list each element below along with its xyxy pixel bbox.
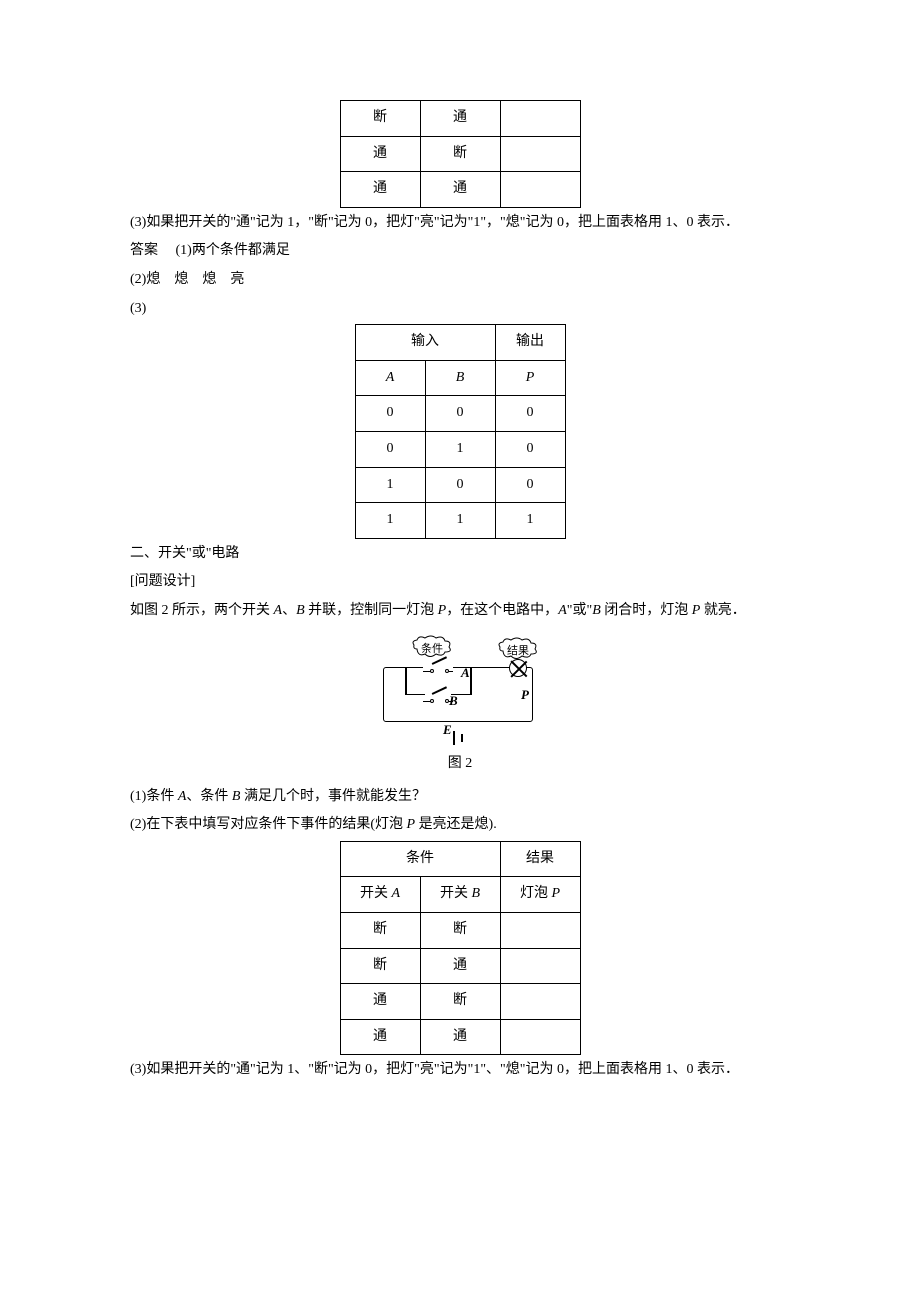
cell: 通 <box>420 172 500 208</box>
answer-1-text: (1)两个条件都满足 <box>176 243 290 258</box>
answer-line-1: 答案 (1)两个条件都满足 <box>130 238 790 265</box>
section-2-desc: 如图 2 所示，两个开关 A、B 并联，控制同一灯泡 P，在这个电路中，A"或"… <box>130 598 790 625</box>
answer-2: (2)熄 熄 熄 亮 <box>130 267 790 294</box>
cell: 通 <box>420 1019 500 1055</box>
figure-caption: 图 2 <box>130 751 790 778</box>
question-2: (2)在下表中填写对应条件下事件的结果(灯泡 P 是亮还是熄). <box>130 812 790 839</box>
cell <box>500 948 580 984</box>
cell: 通 <box>420 101 500 137</box>
cell: 通 <box>420 948 500 984</box>
header-output: 输出 <box>495 325 565 361</box>
cell: 通 <box>340 172 420 208</box>
partial-table-1: 断 通 通 断 通 通 <box>340 100 581 208</box>
cell <box>500 101 580 137</box>
label-B: B <box>449 689 458 714</box>
cell: 1 <box>355 467 425 503</box>
header-switch-B: 开关 B <box>420 877 500 913</box>
cell: 0 <box>495 431 565 467</box>
cell: 0 <box>495 396 565 432</box>
label-E: E <box>443 718 452 743</box>
cell: 通 <box>340 136 420 172</box>
header-result: 结果 <box>500 841 580 877</box>
question-3a: (3)如果把开关的"通"记为 1，"断"记为 0，把灯"亮"记为"1"，"熄"记… <box>130 210 790 237</box>
cell: 0 <box>425 396 495 432</box>
cell: 断 <box>340 913 420 949</box>
cell: 0 <box>495 467 565 503</box>
circuit-diagram: 条件 结果 A B P E 图 2 <box>130 639 790 778</box>
cell <box>500 1019 580 1055</box>
header-input: 输入 <box>355 325 495 361</box>
section-2-sub: [问题设计] <box>130 569 790 596</box>
cell: 断 <box>340 948 420 984</box>
section-2-title: 二、开关"或"电路 <box>130 541 790 568</box>
cell: 断 <box>420 984 500 1020</box>
cell: 1 <box>425 431 495 467</box>
cell: 0 <box>425 467 495 503</box>
question-1: (1)条件 A、条件 B 满足几个时，事件就能发生？ <box>130 784 790 811</box>
condition-result-table: 条件 结果 开关 A 开关 B 灯泡 P 断断 断通 通断 通通 <box>340 841 581 1056</box>
truth-table-and: 输入 输出 A B P 000 010 100 111 <box>355 324 566 539</box>
cell <box>500 136 580 172</box>
header-B: B <box>425 360 495 396</box>
header-cond: 条件 <box>340 841 500 877</box>
header-P: P <box>495 360 565 396</box>
cell: 断 <box>340 101 420 137</box>
answer-3-label: (3) <box>130 296 790 323</box>
label-A: A <box>461 661 470 686</box>
header-A: A <box>355 360 425 396</box>
question-3b: (3)如果把开关的"通"记为 1、"断"记为 0，把灯"亮"记为"1"、"熄"记… <box>130 1057 790 1084</box>
cell: 通 <box>340 984 420 1020</box>
battery-icon <box>449 731 469 745</box>
cell: 断 <box>420 913 500 949</box>
cell: 0 <box>355 431 425 467</box>
cell <box>500 172 580 208</box>
cell <box>500 984 580 1020</box>
cell: 1 <box>425 503 495 539</box>
cell: 通 <box>340 1019 420 1055</box>
cell: 1 <box>355 503 425 539</box>
label-P: P <box>521 683 529 708</box>
cell: 1 <box>495 503 565 539</box>
header-bulb-P: 灯泡 P <box>500 877 580 913</box>
cell <box>500 913 580 949</box>
header-switch-A: 开关 A <box>340 877 420 913</box>
cloud-result: 结果 <box>497 637 539 663</box>
answer-label: 答案 <box>130 243 158 258</box>
cell: 断 <box>420 136 500 172</box>
cell: 0 <box>355 396 425 432</box>
cloud-condition: 条件 <box>411 635 453 661</box>
